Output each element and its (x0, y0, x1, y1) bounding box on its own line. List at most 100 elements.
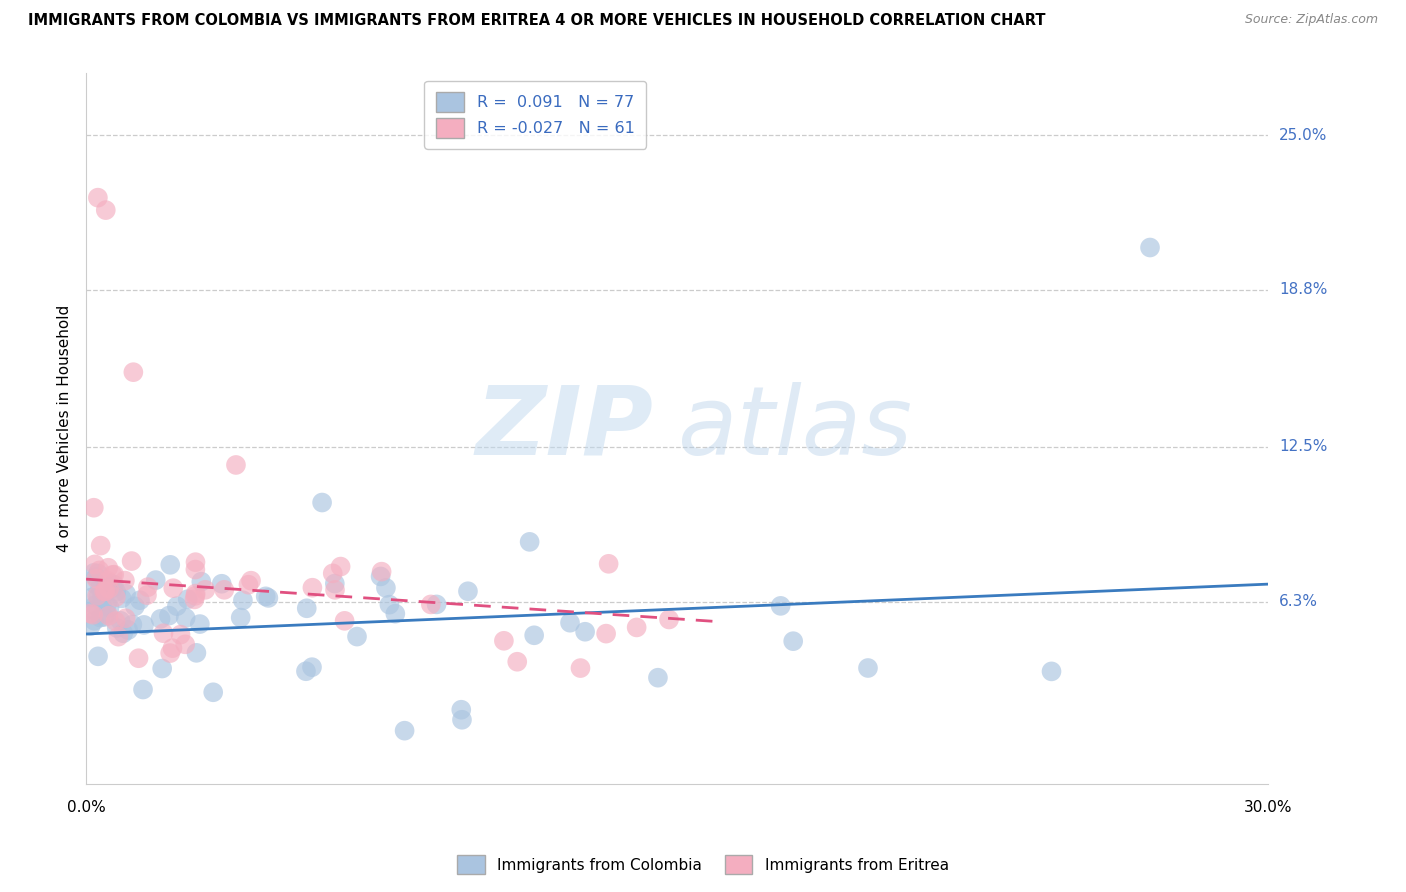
Point (150, 661, 173, 675)
Point (90, 539, 112, 553)
Point (311, 495, 333, 509)
Point (105, 585, 128, 599)
Point (183, 592, 205, 607)
Point (87, 649, 110, 664)
Point (103, 577, 125, 591)
Point (97, 560, 120, 574)
Point (122, 365, 145, 379)
Point (82, 607, 104, 622)
Point (104, 590, 127, 604)
Point (159, 646, 181, 660)
Y-axis label: 4 or more Vehicles in Household: 4 or more Vehicles in Household (58, 305, 72, 552)
Point (238, 577, 260, 591)
Point (211, 576, 233, 591)
Point (370, 565, 392, 579)
Point (107, 630, 129, 644)
Point (1040, 665, 1063, 679)
Point (1139, 240, 1161, 254)
Point (450, 703, 472, 717)
Point (569, 661, 592, 675)
Point (84, 572, 107, 586)
Point (93, 584, 115, 599)
Point (90, 590, 112, 604)
Point (128, 651, 150, 665)
Point (856, 661, 879, 675)
Point (240, 574, 263, 588)
Point (769, 599, 792, 613)
Point (104, 614, 127, 628)
Point (647, 671, 669, 685)
Point (93, 610, 115, 624)
Point (96, 598, 118, 612)
Point (329, 559, 352, 574)
Text: Source: ZipAtlas.com: Source: ZipAtlas.com (1244, 13, 1378, 27)
Point (374, 581, 396, 595)
Point (159, 558, 181, 572)
Point (166, 599, 188, 614)
Text: 6.3%: 6.3% (1279, 594, 1319, 609)
Point (87, 590, 110, 604)
Point (83, 500, 105, 515)
Point (451, 713, 474, 727)
Point (117, 623, 139, 637)
Text: 18.8%: 18.8% (1279, 283, 1327, 297)
Point (254, 590, 277, 604)
Legend: Immigrants from Colombia, Immigrants from Eritrea: Immigrants from Colombia, Immigrants fro… (451, 849, 955, 880)
Point (84, 577, 107, 591)
Point (186, 646, 208, 660)
Point (214, 582, 236, 597)
Point (80, 591, 103, 605)
Point (84, 599, 107, 613)
Point (94, 584, 117, 599)
Point (523, 628, 546, 642)
Point (98, 582, 121, 596)
Point (86, 589, 108, 603)
Point (136, 588, 159, 602)
Point (105, 621, 128, 635)
Point (162, 641, 184, 656)
Text: 12.5%: 12.5% (1279, 440, 1327, 455)
Point (83, 603, 105, 617)
Point (94, 203, 117, 218)
Point (110, 614, 132, 628)
Point (301, 581, 323, 595)
Point (295, 601, 318, 615)
Point (169, 627, 191, 641)
Point (333, 614, 356, 628)
Point (89, 610, 111, 624)
Point (114, 574, 136, 588)
Point (101, 581, 124, 595)
Point (96, 607, 118, 621)
Point (174, 637, 197, 651)
Point (136, 580, 159, 594)
Text: IMMIGRANTS FROM COLOMBIA VS IMMIGRANTS FROM ERITREA 4 OR MORE VEHICLES IN HOUSEH: IMMIGRANTS FROM COLOMBIA VS IMMIGRANTS F… (28, 13, 1046, 29)
Point (101, 568, 124, 582)
Point (115, 587, 138, 601)
Point (190, 574, 212, 589)
Point (378, 598, 401, 612)
Point (157, 608, 180, 623)
Point (419, 598, 441, 612)
Point (162, 581, 184, 595)
Point (91, 595, 114, 609)
Point (132, 682, 155, 697)
Point (87, 566, 110, 581)
Point (87, 191, 110, 205)
Point (84, 570, 107, 584)
Point (194, 582, 217, 597)
Point (519, 534, 541, 549)
Point (121, 617, 143, 632)
Point (79, 607, 101, 621)
Point (114, 611, 136, 625)
Point (103, 567, 125, 582)
Point (598, 557, 620, 571)
Point (322, 566, 344, 581)
Point (257, 591, 280, 605)
Point (111, 591, 134, 606)
Point (346, 630, 368, 644)
Point (124, 599, 146, 614)
Point (295, 665, 318, 679)
Point (184, 563, 207, 577)
Point (83, 614, 105, 628)
Point (394, 723, 416, 738)
